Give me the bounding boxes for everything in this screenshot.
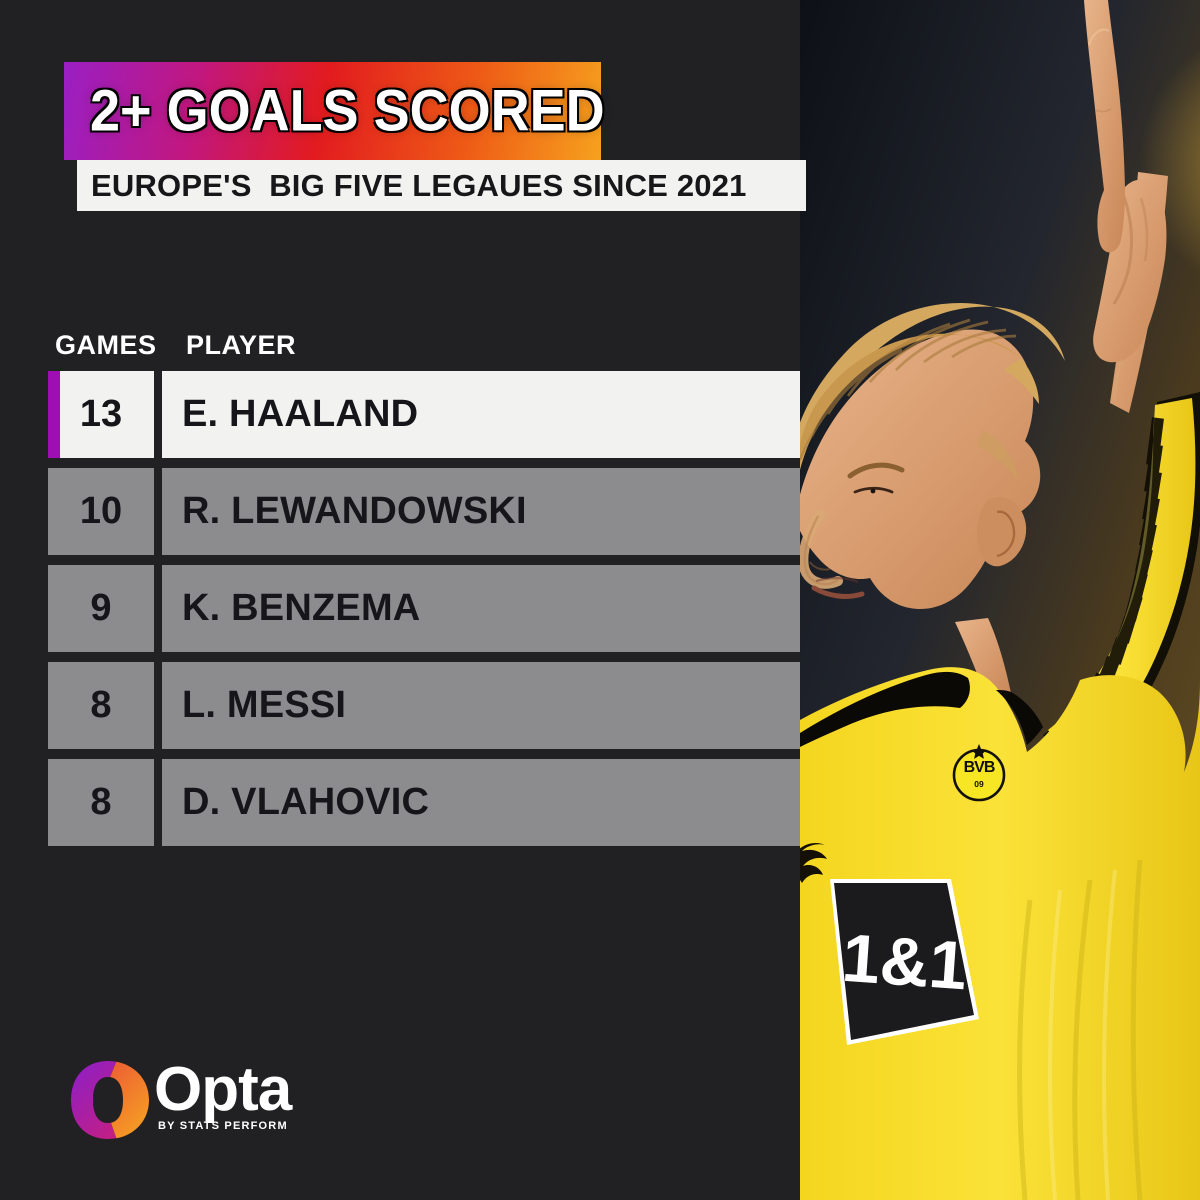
svg-text:1&1: 1&1 xyxy=(840,920,970,1005)
svg-text:09: 09 xyxy=(974,779,984,789)
svg-text:BVB: BVB xyxy=(964,759,995,776)
